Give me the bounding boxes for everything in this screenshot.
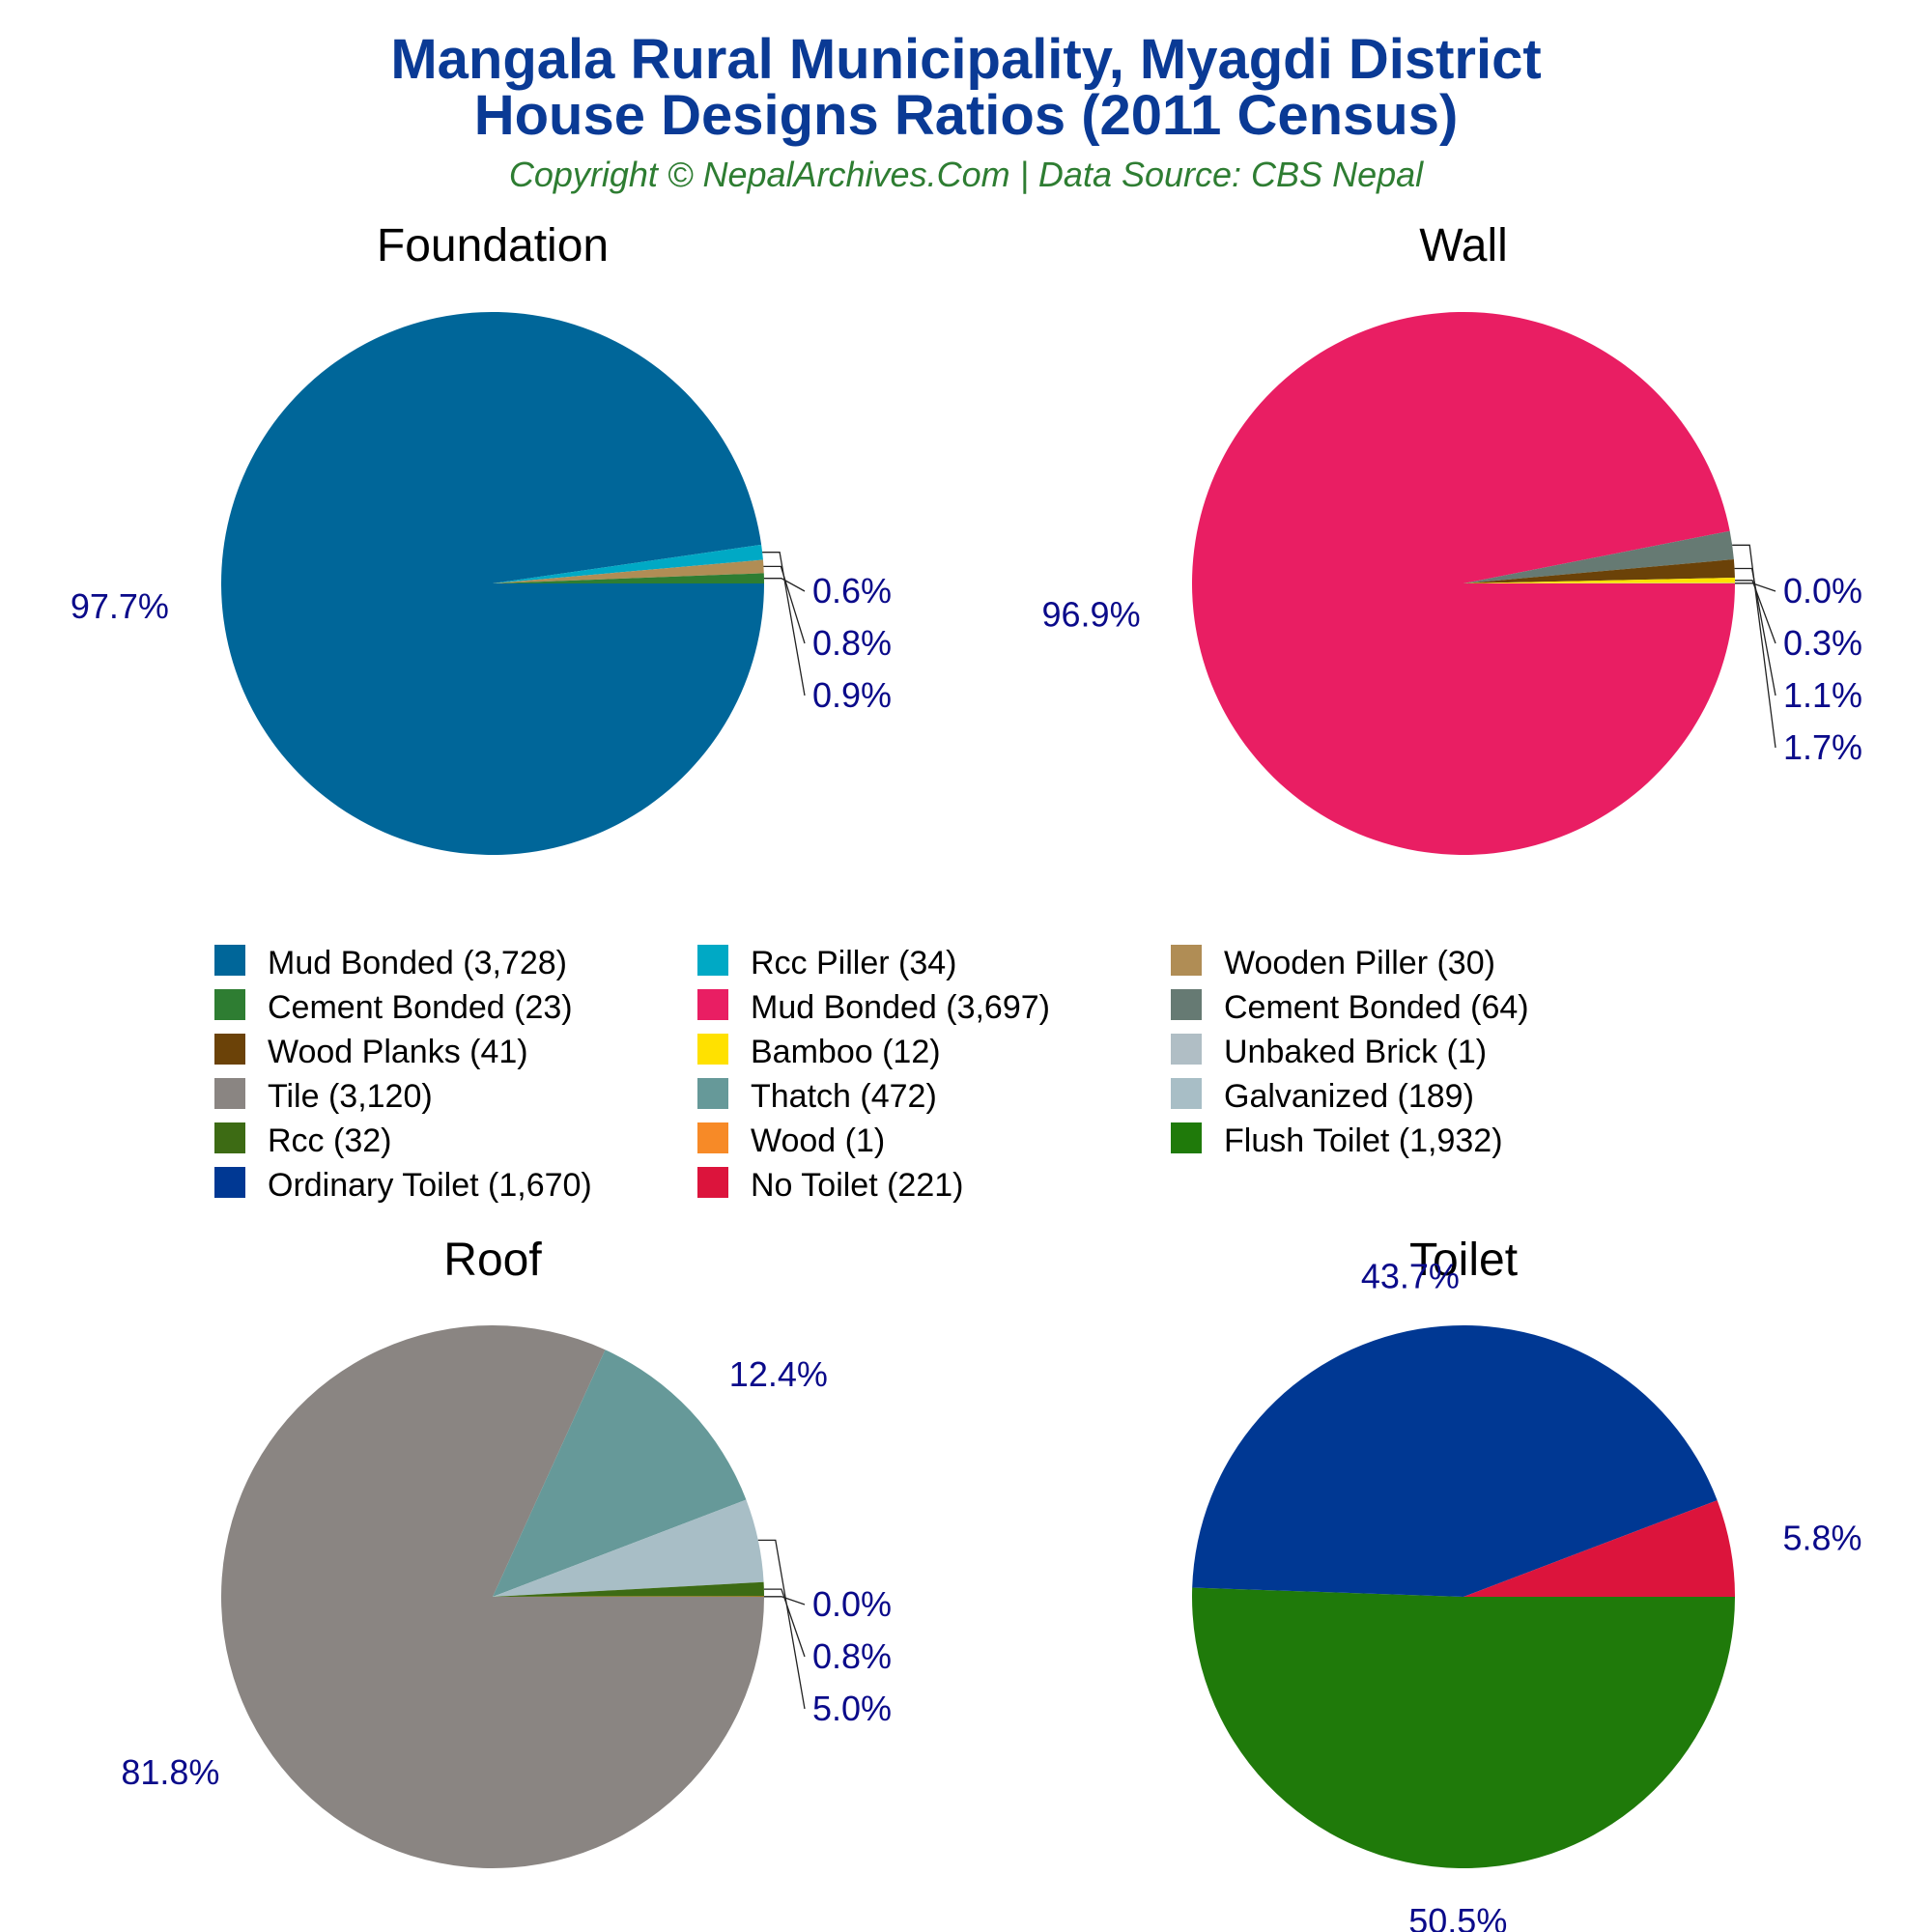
legend-swatch-10	[214, 1078, 245, 1109]
roof-slice-rcc	[493, 1581, 764, 1597]
legend-swatch-4	[214, 989, 245, 1020]
roof-pie-title: Roof	[443, 1235, 542, 1286]
foundation-slice-cement-bonded	[493, 573, 764, 583]
wall-slice-mud-bonded	[1191, 311, 1735, 855]
wall-pie-title: Wall	[1419, 220, 1508, 271]
legend-swatch-13	[214, 1122, 245, 1153]
roof-leader-wood	[764, 1596, 806, 1605]
legend-label-6: Cement Bonded (64)	[1224, 989, 1529, 1026]
legend-swatch-17	[697, 1167, 728, 1198]
wall-leader-cement-bonded	[1732, 544, 1776, 749]
legend-label-5: Mud Bonded (3,697)	[751, 989, 1050, 1026]
legend-swatch-6	[1171, 989, 1202, 1020]
wall-label-unbaked-brick: 0.0%	[1783, 571, 1862, 611]
wall-slice-bamboo	[1463, 577, 1735, 583]
legend-swatch-7	[214, 1034, 245, 1065]
foundation-leader-cement-bonded	[763, 578, 806, 592]
chart-title-line2: House Designs Ratios (2011 Census)	[473, 84, 1459, 147]
foundation-label-rcc-piller: 0.9%	[812, 675, 892, 715]
legend-label-8: Bamboo (12)	[751, 1034, 941, 1070]
toilet-slice-ordinary-toilet	[1192, 1324, 1718, 1597]
legend-label-10: Tile (3,120)	[268, 1078, 433, 1115]
legend-swatch-9	[1171, 1034, 1202, 1065]
roof-slice-tile	[221, 1325, 764, 1869]
legend-label-12: Galvanized (189)	[1224, 1078, 1474, 1115]
foundation-slice-wooden-piller	[493, 559, 764, 583]
roof-slice-galvanized	[493, 1499, 764, 1597]
legend-label-3: Wooden Piller (30)	[1224, 945, 1495, 981]
roof-label-rcc: 0.8%	[812, 1636, 892, 1676]
wall-label-cement-bonded: 1.7%	[1783, 727, 1862, 767]
foundation-slice-mud-bonded	[220, 311, 764, 855]
legend-label-11: Thatch (472)	[751, 1078, 937, 1115]
toilet-slice-flush-toilet	[1192, 1587, 1735, 1869]
foundation-leader-rcc-piller	[762, 552, 806, 696]
chart-title-line1: Mangala Rural Municipality, Myagdi Distr…	[390, 28, 1542, 91]
legend-label-16: Ordinary Toilet (1,670)	[268, 1167, 592, 1204]
wall-leader-bamboo	[1735, 580, 1776, 644]
foundation-label-mud-bonded: 97.7%	[71, 586, 169, 626]
wall-label-mud-bonded: 96.9%	[1042, 595, 1141, 635]
legend-swatch-14	[697, 1122, 728, 1153]
chart-subtitle: Copyright © NepalArchives.Com | Data Sou…	[508, 155, 1424, 194]
legend-swatch-16	[214, 1167, 245, 1198]
legend-label-4: Cement Bonded (23)	[268, 989, 573, 1026]
legend-swatch-12	[1171, 1078, 1202, 1109]
foundation-leader-wooden-piller	[763, 565, 806, 644]
roof-label-thatch: 12.4%	[729, 1354, 828, 1394]
wall-leader-unbaked-brick	[1735, 582, 1776, 592]
legend-swatch-2	[697, 945, 728, 976]
legend-label-2: Rcc Piller (34)	[751, 945, 956, 981]
legend-label-7: Wood Planks (41)	[268, 1034, 528, 1070]
wall-slice-wood-planks	[1463, 559, 1735, 583]
roof-leader-galvanized	[757, 1539, 806, 1710]
wall-label-wood-planks: 1.1%	[1783, 675, 1862, 715]
foundation-slice-rcc-piller	[493, 544, 763, 583]
foundation-label-cement-bonded: 0.6%	[812, 571, 892, 611]
legend-label-15: Flush Toilet (1,932)	[1224, 1122, 1503, 1159]
legend-label-17: No Toilet (221)	[751, 1167, 964, 1204]
roof-slice-thatch	[493, 1350, 747, 1597]
toilet-label-flush-toilet: 50.5%	[1408, 1901, 1507, 1932]
roof-label-galvanized: 5.0%	[812, 1689, 892, 1728]
legend-swatch-8	[697, 1034, 728, 1065]
legend-swatch-5	[697, 989, 728, 1020]
roof-leader-rcc	[763, 1588, 806, 1658]
legend-label-13: Rcc (32)	[268, 1122, 391, 1159]
foundation-label-wooden-piller: 0.8%	[812, 623, 892, 663]
legend-label-9: Unbaked Brick (1)	[1224, 1034, 1487, 1070]
wall-slice-cement-bonded	[1463, 530, 1734, 583]
legend-swatch-3	[1171, 945, 1202, 976]
roof-label-tile: 81.8%	[121, 1752, 219, 1792]
legend-swatch-15	[1171, 1122, 1202, 1153]
toilet-pie-title: Toilet	[1409, 1235, 1518, 1286]
legend-label-1: Mud Bonded (3,728)	[268, 945, 567, 981]
toilet-label-ordinary-toilet: 43.7%	[1361, 1257, 1460, 1296]
wall-leader-wood-planks	[1734, 567, 1776, 696]
legend-swatch-1	[214, 945, 245, 976]
legend-swatch-11	[697, 1078, 728, 1109]
foundation-pie-title: Foundation	[377, 220, 609, 271]
toilet-slice-no-toilet	[1463, 1500, 1735, 1597]
legend-label-14: Wood (1)	[751, 1122, 885, 1159]
wall-label-bamboo: 0.3%	[1783, 623, 1862, 663]
roof-label-wood: 0.0%	[812, 1584, 892, 1624]
toilet-label-no-toilet: 5.8%	[1783, 1518, 1862, 1557]
